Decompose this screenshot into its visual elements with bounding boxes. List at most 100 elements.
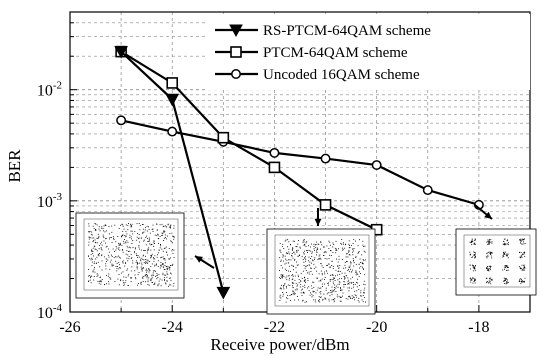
constellation-point: [163, 226, 165, 228]
constellation-point: [488, 243, 490, 245]
constellation-point: [506, 281, 508, 283]
constellation-point: [485, 277, 487, 279]
constellation-point: [131, 266, 133, 268]
constellation-point: [473, 267, 475, 269]
constellation-point: [518, 280, 520, 282]
constellation-point: [122, 262, 124, 264]
constellation-point: [303, 244, 305, 246]
constellation-point: [121, 261, 123, 263]
constellation-point: [319, 291, 321, 293]
constellation-point: [154, 271, 156, 273]
constellation-point: [506, 240, 508, 242]
constellation-point: [355, 271, 357, 273]
constellation-point: [100, 248, 102, 250]
constellation-point: [145, 244, 147, 246]
constellation-point: [143, 259, 145, 261]
constellation-point: [352, 282, 354, 284]
constellation-point: [340, 296, 342, 298]
series-2: [116, 115, 484, 210]
constellation-point: [108, 226, 110, 227]
constellation-point: [134, 274, 136, 276]
constellation-point: [151, 229, 153, 231]
constellation-point: [152, 272, 154, 274]
constellation-point: [356, 286, 358, 288]
constellation-point: [507, 266, 509, 268]
constellation-point: [110, 259, 112, 261]
constellation-point: [99, 230, 101, 232]
constellation-point: [331, 286, 333, 288]
constellation-point: [522, 267, 524, 269]
constellation-point: [335, 249, 337, 251]
constellation-point: [311, 243, 313, 245]
constellation-point: [336, 250, 338, 251]
constellation-point: [100, 276, 102, 278]
constellation-point: [473, 277, 475, 279]
constellation-point: [102, 234, 104, 236]
constellation-point: [472, 282, 474, 284]
constellation-point: [523, 264, 525, 266]
constellation-point: [308, 250, 310, 252]
constellation-point: [487, 239, 489, 241]
constellation-point: [146, 252, 148, 254]
constellation-point: [324, 257, 326, 259]
constellation-point: [282, 256, 284, 258]
constellation-point: [364, 292, 365, 294]
constellation-point: [473, 266, 475, 268]
constellation-point: [169, 284, 171, 286]
constellation-point: [361, 261, 363, 263]
constellation-point: [311, 262, 312, 264]
constellation-point: [316, 247, 318, 249]
constellation-point: [155, 275, 157, 277]
constellation-point: [326, 245, 328, 247]
constellation-point: [289, 277, 290, 279]
constellation-point: [353, 286, 354, 288]
constellation-point: [285, 252, 287, 254]
constellation-point: [120, 272, 122, 274]
constellation-point: [486, 266, 488, 268]
constellation-point: [355, 263, 357, 265]
constellation-point: [504, 267, 506, 269]
constellation-point: [130, 226, 132, 227]
constellation-point: [348, 296, 350, 298]
constellation-point: [301, 255, 303, 257]
constellation-point: [156, 278, 158, 280]
constellation-point: [352, 260, 354, 262]
constellation-point: [474, 242, 476, 244]
constellation-point: [523, 243, 525, 245]
constellation-point: [350, 271, 352, 273]
constellation-point: [88, 281, 89, 282]
constellation-point: [292, 290, 293, 292]
constellation-point: [307, 252, 308, 253]
constellation-point: [341, 259, 343, 260]
constellation-point: [351, 287, 353, 289]
constellation-point: [123, 242, 125, 244]
constellation-point: [521, 239, 523, 241]
constellation-point: [120, 224, 122, 226]
constellation-point: [360, 292, 362, 294]
constellation-point: [121, 244, 123, 246]
constellation-point: [111, 255, 113, 257]
constellation-point: [150, 279, 152, 281]
constellation-point: [105, 246, 107, 248]
constellation-point: [348, 240, 350, 242]
constellation-point: [357, 245, 359, 247]
constellation-point: [94, 239, 96, 241]
constellation-point: [310, 267, 312, 269]
constellation-point: [130, 226, 132, 228]
data-point: [371, 160, 382, 170]
constellation-point: [154, 234, 156, 236]
constellation-point: [474, 279, 475, 281]
constellation-point: [312, 295, 314, 297]
constellation-point: [474, 268, 475, 270]
constellation-point: [339, 271, 341, 273]
constellation-point: [310, 258, 312, 259]
constellation-point: [157, 254, 158, 256]
constellation-point: [505, 243, 507, 245]
constellation-insets: [75, 204, 537, 315]
constellation-point: [341, 272, 343, 274]
constellation-point: [523, 253, 525, 255]
constellation-point: [283, 293, 285, 295]
arrow-to-inset-2: [314, 208, 322, 226]
data-point: [268, 161, 281, 174]
constellation-point: [109, 261, 111, 263]
